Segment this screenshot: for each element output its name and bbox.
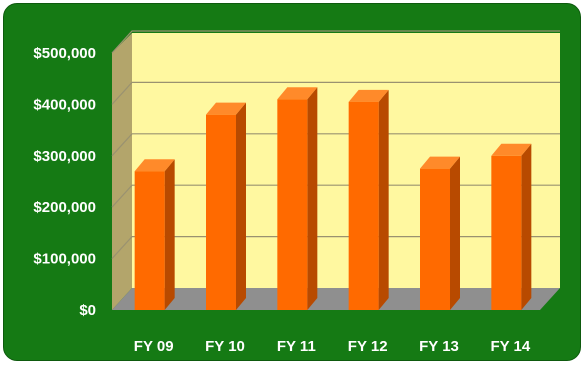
- chart-side-wall: [112, 33, 132, 310]
- bar-side: [236, 102, 246, 311]
- x-tick-label: FY 09: [134, 338, 174, 355]
- bar-front: [491, 155, 522, 310]
- bar-top: [348, 89, 389, 102]
- y-tick-label: $100,000: [33, 251, 96, 268]
- bar: [420, 156, 460, 310]
- bar-top: [277, 87, 318, 100]
- bar-side: [378, 89, 389, 310]
- x-tick-label: FY 11: [277, 338, 316, 355]
- bar: [206, 102, 246, 311]
- bar: [491, 143, 532, 310]
- bar-top: [206, 102, 246, 115]
- bar-front: [348, 101, 379, 310]
- y-tick-label: $200,000: [33, 199, 96, 216]
- gridline: [111, 236, 560, 260]
- x-axis-ticks: FY 09 FY 10 FY 11 FY 12 FY 13 FY 14: [134, 338, 531, 355]
- x-tick-label: FY 10: [205, 338, 245, 355]
- x-tick-label: FY 14: [490, 338, 530, 355]
- bar-side: [307, 87, 318, 310]
- gridline: [111, 30, 560, 54]
- gridlines: [111, 30, 560, 260]
- bar-front: [206, 114, 236, 311]
- bar: [134, 159, 175, 310]
- bar: [277, 87, 318, 310]
- y-tick-label: $400,000: [33, 96, 96, 113]
- bars: [134, 87, 532, 311]
- gridline: [111, 81, 560, 105]
- bar-top: [134, 159, 175, 172]
- bar-side: [450, 156, 460, 310]
- gridline: [111, 133, 560, 157]
- y-tick-label: $500,000: [33, 45, 96, 62]
- x-tick-label: FY 13: [419, 338, 459, 355]
- y-tick-label: $0: [79, 302, 96, 319]
- gridline: [111, 184, 560, 208]
- x-tick-label: FY 12: [348, 338, 388, 355]
- bar-top: [491, 143, 532, 156]
- bar: [348, 89, 389, 310]
- y-axis-ticks: $0 $100,000 $200,000 $300,000 $400,000 $500,0…: [33, 45, 96, 319]
- bar-top: [420, 156, 460, 169]
- bar-side: [164, 159, 175, 310]
- bar-side: [521, 143, 532, 310]
- y-tick-label: $300,000: [33, 148, 96, 165]
- bar-front: [420, 168, 450, 310]
- bar-front: [277, 99, 308, 310]
- bar-front: [134, 171, 165, 310]
